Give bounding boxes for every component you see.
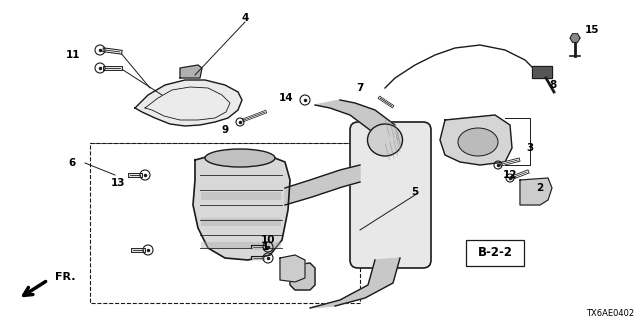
Text: 12: 12: [503, 170, 517, 180]
Polygon shape: [532, 66, 552, 78]
Text: 6: 6: [68, 158, 76, 168]
Text: 3: 3: [526, 143, 534, 153]
Ellipse shape: [458, 128, 498, 156]
Text: 5: 5: [412, 187, 419, 197]
Text: B-2-2: B-2-2: [477, 246, 513, 260]
Polygon shape: [201, 242, 281, 249]
Polygon shape: [315, 100, 395, 130]
Polygon shape: [201, 192, 281, 200]
Bar: [90, 143, 360, 303]
Polygon shape: [201, 218, 281, 226]
Polygon shape: [290, 263, 315, 290]
Text: 14: 14: [278, 93, 293, 103]
Text: 4: 4: [241, 13, 249, 23]
Text: 10: 10: [260, 235, 275, 245]
Polygon shape: [193, 152, 290, 260]
Text: 11: 11: [66, 50, 80, 60]
Text: 2: 2: [536, 183, 543, 193]
Polygon shape: [285, 165, 360, 205]
Polygon shape: [280, 255, 305, 282]
Polygon shape: [570, 34, 580, 42]
Text: 13: 13: [111, 178, 125, 188]
FancyBboxPatch shape: [350, 122, 431, 268]
Text: 1: 1: [261, 242, 269, 252]
Polygon shape: [135, 80, 242, 126]
Polygon shape: [180, 65, 202, 78]
Polygon shape: [310, 258, 400, 308]
Ellipse shape: [205, 149, 275, 167]
Text: 9: 9: [221, 125, 228, 135]
Text: TX6AE0402: TX6AE0402: [586, 308, 634, 317]
Ellipse shape: [367, 124, 403, 156]
Polygon shape: [520, 178, 552, 205]
Polygon shape: [440, 115, 512, 165]
Text: 7: 7: [356, 83, 364, 93]
Text: FR.: FR.: [55, 272, 76, 282]
Text: 15: 15: [585, 25, 599, 35]
Text: 8: 8: [549, 80, 557, 90]
